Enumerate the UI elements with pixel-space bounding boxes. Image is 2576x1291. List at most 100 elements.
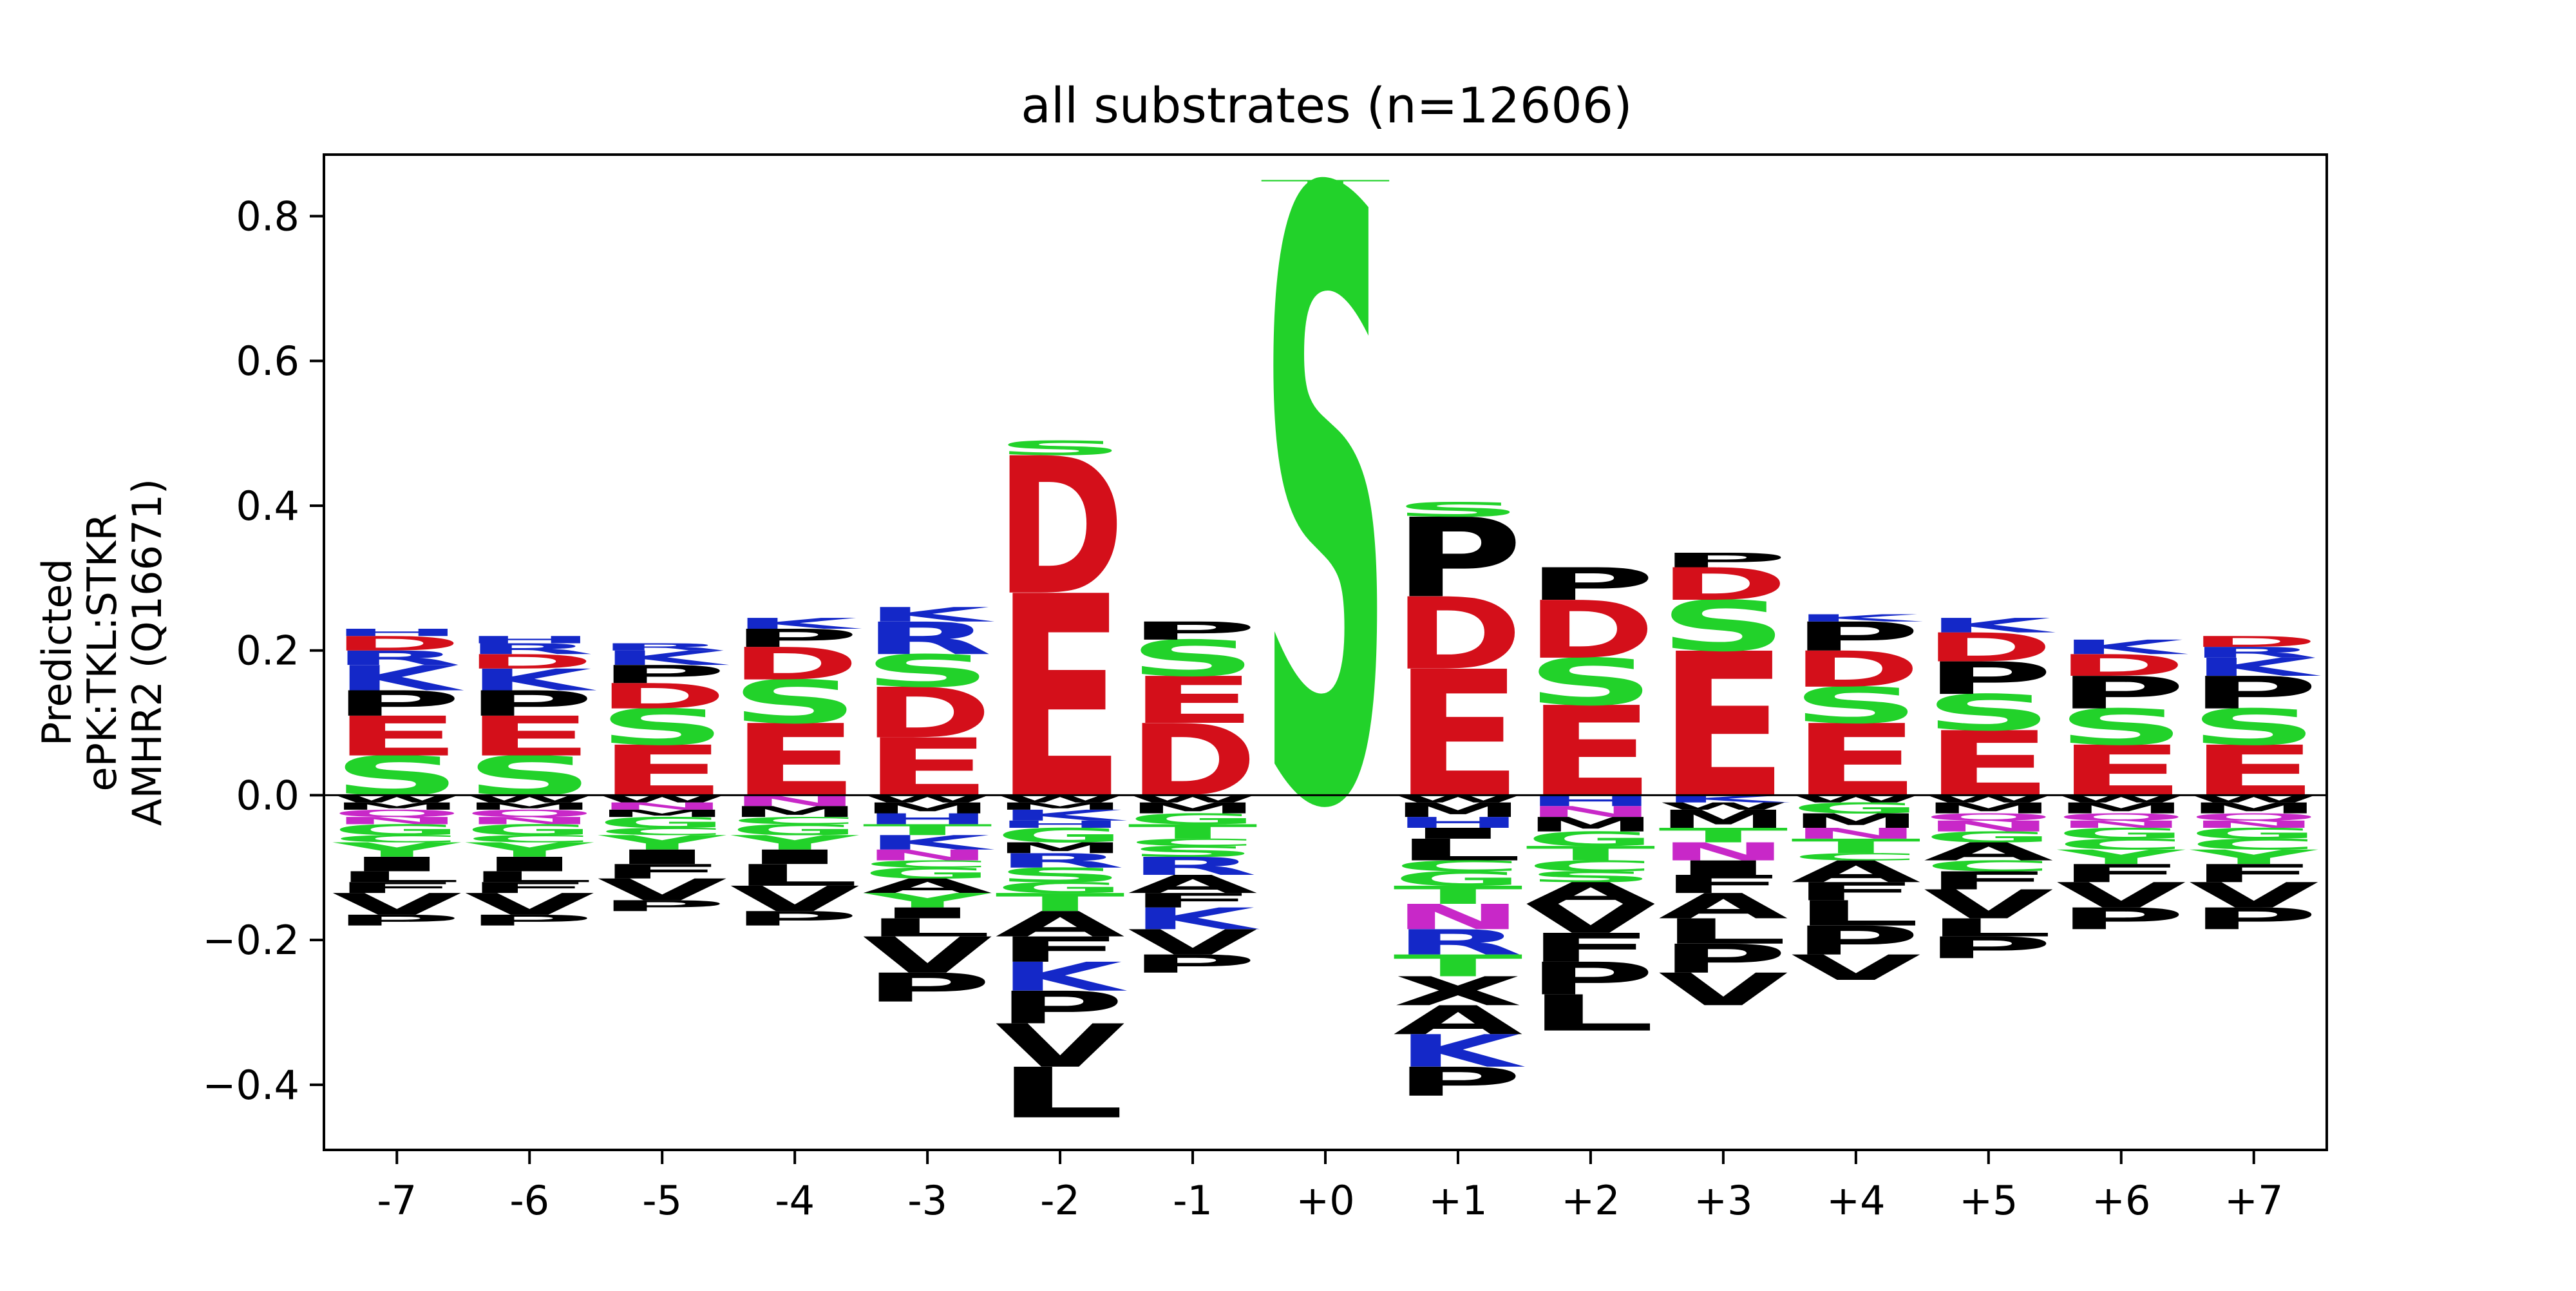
logo-letter-s-pos--6: S	[464, 745, 594, 808]
logo-letter-glyph: H	[995, 819, 1125, 830]
logo-letter-glyph: A	[862, 875, 992, 898]
logo-letter-glyph: P	[1924, 653, 2054, 704]
logo-letter-glyph: D	[862, 673, 992, 754]
logo-letter-t-pos-+3: T	[1658, 824, 1788, 847]
logo-letter-glyph: Y	[465, 838, 594, 861]
logo-letter-glyph: G	[730, 821, 860, 839]
logo-letter-n-pos-+6: N	[2056, 819, 2186, 830]
logo-letter-glyph: K	[998, 807, 1128, 824]
logo-letter-c-pos--3: C	[862, 858, 992, 870]
logo-letters: SEPKRDHWMQNGCYILFVPSEPKDRHWMQNGCYILFVPES…	[332, 23, 2321, 1134]
logo-letter-glyph: D	[2189, 633, 2319, 651]
logo-letter-glyph: C	[1924, 857, 2054, 875]
logo-letter-glyph: V	[597, 873, 727, 908]
logo-letter-k-pos-+6: K	[2059, 636, 2188, 659]
logo-letter-glyph: G	[995, 879, 1125, 897]
logo-letter-r-pos--6: R	[464, 640, 594, 658]
logo-letter-glyph: G	[1791, 799, 1921, 817]
logo-letter-p-pos--4: P	[730, 907, 860, 930]
logo-letter-e-pos-+3: E	[1658, 612, 1788, 843]
y-tick-label: 0.2	[236, 627, 299, 674]
logo-letter-f-pos-+4: F	[1791, 877, 1921, 906]
logo-letter-t-pos--3: T	[862, 821, 992, 839]
logo-letter-glyph: M	[597, 808, 727, 819]
logo-letter-n-pos-+2: N	[1526, 803, 1656, 821]
logo-letter-glyph: V	[995, 1012, 1125, 1081]
logo-letter-glyph: P	[1791, 614, 1921, 660]
logo-letter-t-pos--2: T	[995, 888, 1125, 917]
logo-letter-glyph: S	[1260, 23, 1390, 992]
logo-letter-glyph: E	[1393, 635, 1523, 837]
logo-letter-glyph: Y	[863, 889, 992, 912]
logo-letter-glyph: P	[995, 982, 1125, 1033]
logo-letter-glyph: R	[464, 640, 594, 658]
logo-letter-g-pos--4: G	[730, 821, 860, 839]
logo-letter-glyph: P	[1658, 549, 1788, 572]
logo-letter-glyph: Y	[730, 831, 860, 854]
logo-letter-glyph: E	[332, 705, 462, 769]
logo-letter-a-pos--1: A	[1128, 870, 1258, 899]
logo-letter-k-pos--2: K	[998, 954, 1127, 1000]
logo-letter-q-pos--7: Q	[332, 808, 462, 819]
logo-letter-c-pos-+4: C	[1791, 851, 1921, 863]
logo-letter-glyph: P	[730, 624, 860, 653]
logo-letter-glyph: R	[1393, 923, 1523, 963]
logo-letter-glyph: P	[1128, 950, 1258, 979]
logo-letter-l-pos-+3: L	[1658, 912, 1788, 952]
logo-letter-f-pos--5: F	[597, 860, 727, 883]
logo-letter-y-pos--3: Y	[863, 889, 992, 912]
logo-letter-t-pos-+4: T	[1791, 835, 1921, 858]
logo-letter-a-pos-+3: A	[1658, 886, 1788, 927]
logo-letter-glyph: P	[862, 964, 992, 1011]
logo-letter-v-pos--3: V	[862, 927, 992, 984]
logo-letter-glyph: C	[1128, 837, 1258, 848]
logo-letter-e-pos--7: E	[332, 705, 462, 769]
logo-letter-glyph: F	[332, 879, 462, 897]
logo-letter-p-pos--5: P	[597, 897, 727, 915]
logo-letter-glyph: M	[2189, 799, 2319, 817]
logo-letter-p-pos--4: P	[730, 624, 860, 653]
logo-letter-glyph: T	[862, 821, 992, 839]
logo-letter-h-pos--7: H	[332, 627, 462, 638]
logo-letter-d-pos-+2: D	[1526, 584, 1656, 676]
logo-letter-c-pos--6: C	[464, 833, 594, 845]
axes: −0.4 −0.2 0.0 0.2 0.4 0.6 0.8 -7 -6 -5 -4 -3 -2 -1 +0 +…	[202, 153, 2328, 1224]
logo-letter-v-pos--4: V	[730, 879, 860, 919]
logo-letter-glyph: D	[332, 632, 462, 655]
logo-letter-glyph: Q	[1924, 811, 2054, 823]
logo-letter-q-pos--6: Q	[464, 808, 594, 819]
logo-letter-k-pos--4: K	[733, 615, 862, 633]
logo-letter-glyph: N	[2056, 819, 2186, 830]
logo-letter-g-pos--7: G	[332, 821, 462, 839]
logo-letter-glyph: I	[464, 853, 594, 876]
logo-letter-glyph: A	[1526, 876, 1656, 911]
logo-letter-l-pos--7: L	[332, 868, 462, 886]
logo-letter-glyph: P	[2189, 667, 2319, 719]
logo-letter-glyph: P	[1128, 617, 1258, 646]
logo-letter-glyph: C	[597, 826, 727, 837]
logo-letter-glyph: V	[332, 887, 462, 922]
logo-letter-glyph: S	[1791, 677, 1921, 734]
y-tick-label: 0.4	[236, 483, 299, 530]
logo-letter-glyph: G	[1526, 828, 1656, 851]
logo-letter-q-pos-+5: Q	[1924, 811, 2054, 823]
logo-letter-d-pos--7: D	[332, 632, 462, 655]
logo-letter-a-pos--3: A	[862, 875, 992, 898]
logo-letter-h-pos--3: H	[862, 810, 992, 828]
logo-letter-i-pos-+1: I	[1393, 825, 1523, 842]
logo-letter-glyph: G	[464, 821, 594, 839]
logo-letter-glyph: K	[1396, 1026, 1526, 1078]
logo-letter-c-pos--4: C	[730, 815, 860, 827]
logo-letter-m-pos-+4: M	[1791, 810, 1921, 833]
logo-letter-glyph: N	[1791, 825, 1921, 843]
logo-letter-glyph: R	[2189, 644, 2319, 662]
logo-letter-n-pos-+5: N	[1924, 818, 2054, 835]
logo-letter-glyph: L	[1526, 984, 1656, 1042]
logo-letter-glyph: F	[464, 879, 594, 897]
logo-letter-l-pos-+2: L	[1526, 984, 1656, 1042]
logo-letter-c-pos-+5: C	[1924, 857, 2054, 875]
logo-letter-glyph: K	[2059, 636, 2188, 659]
logo-letter-s-pos-+1: S	[1393, 498, 1523, 521]
logo-letter-m-pos-+7: M	[2189, 799, 2319, 817]
x-tick-label: +3	[1694, 1177, 1752, 1224]
